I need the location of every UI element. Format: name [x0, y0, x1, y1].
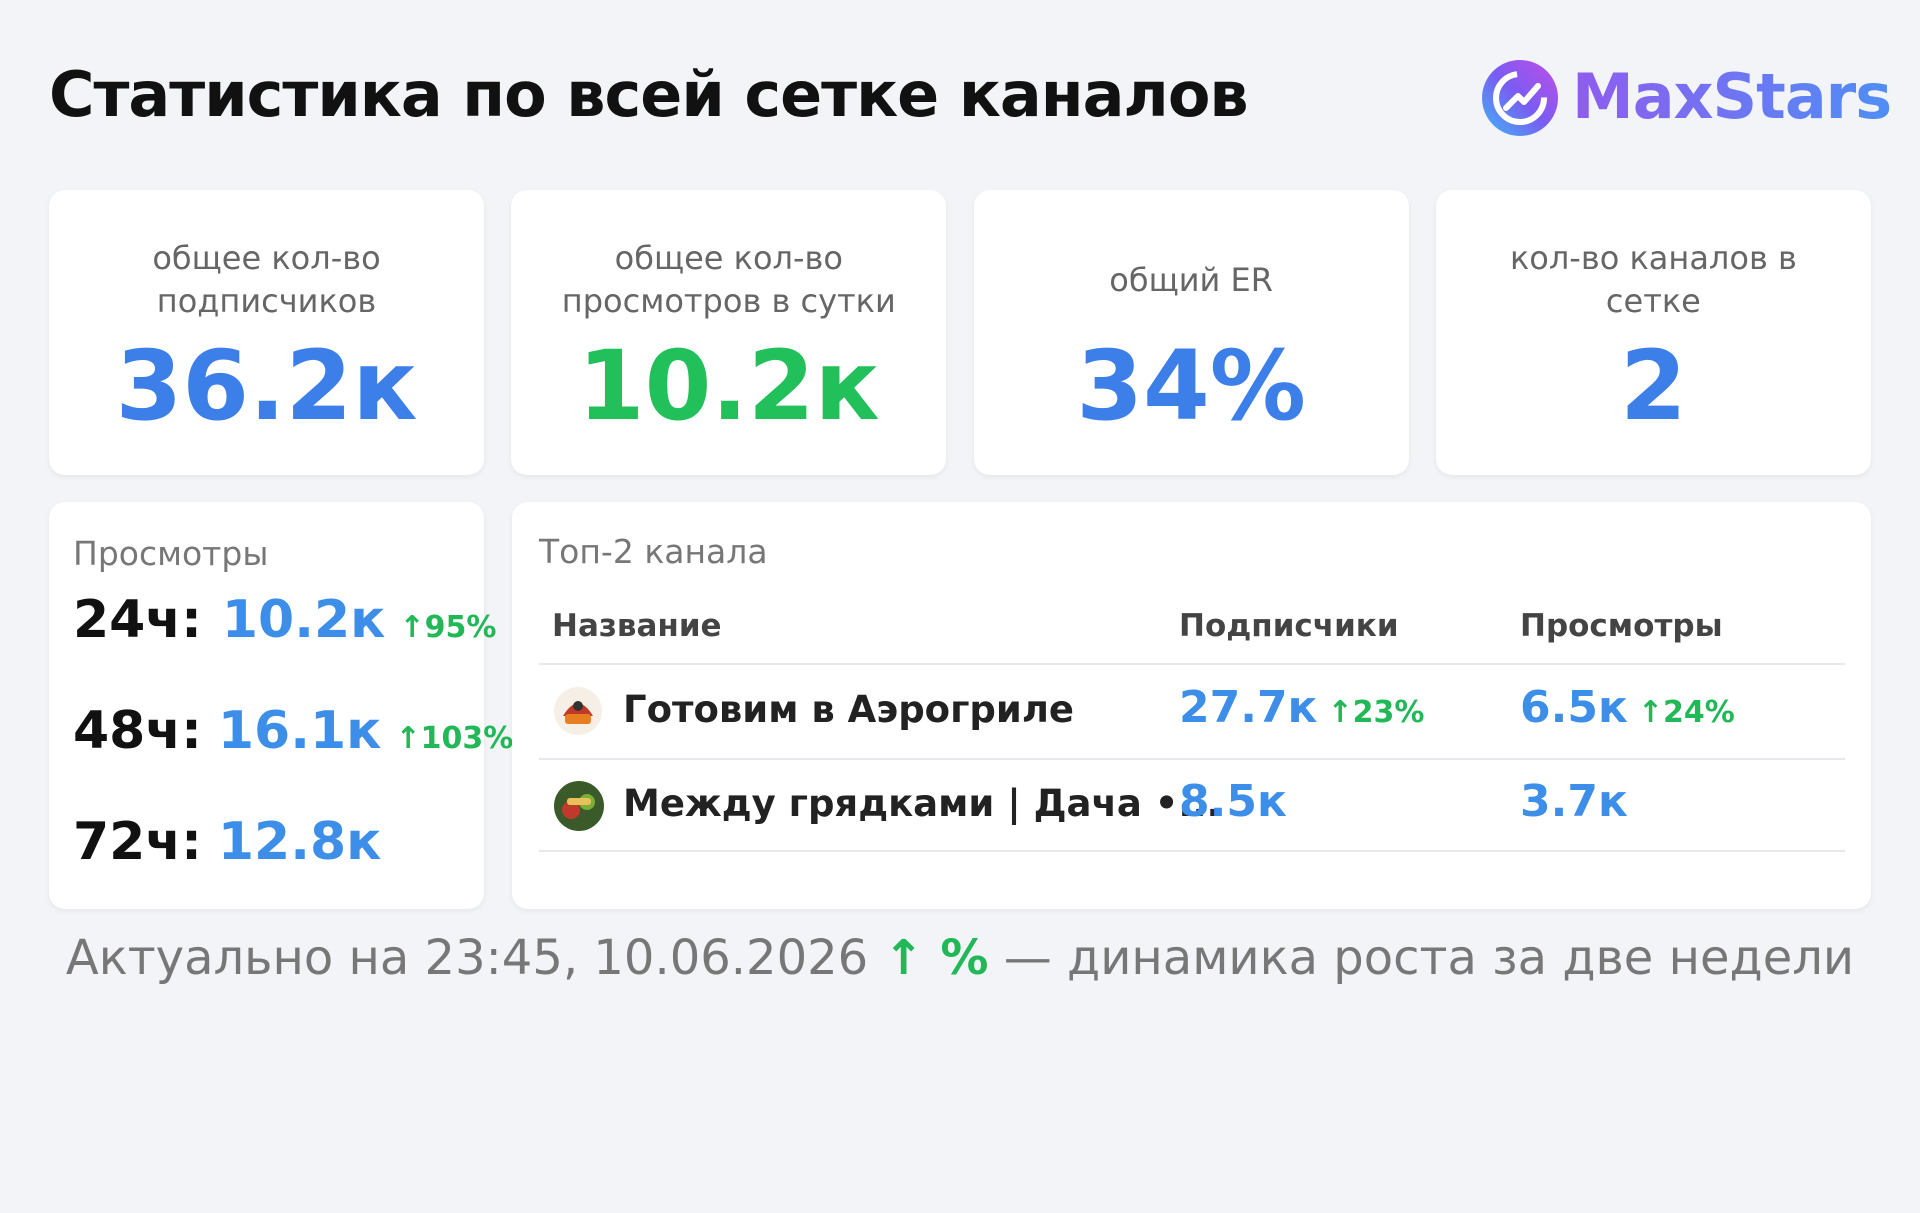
channel-name: Между грядками | Дача •... — [623, 782, 1221, 825]
views-value: 16.1к — [217, 701, 382, 761]
stat-value: 36.2к — [115, 330, 418, 442]
footer-note: — динамика роста за две недели — [1003, 930, 1855, 986]
channel-subscribers: 8.5к — [1179, 776, 1287, 827]
views-row: 24ч: 10.2к ↑95% — [73, 590, 496, 650]
views-change: ↑95% — [399, 610, 497, 645]
divider — [539, 758, 1845, 760]
stat-label: общее кол-во просмотров в сутки — [561, 239, 896, 320]
column-header: Подписчики — [1179, 608, 1399, 644]
stat-card: общее кол-во просмотров в сутки 10.2к — [511, 190, 947, 475]
channel-avatar — [554, 687, 602, 735]
top-card: Топ-2 канала Название Подписчики Просмот… — [512, 502, 1871, 909]
channel-name: Готовим в Аэрогриле — [623, 688, 1075, 731]
views-row: 72ч: 12.8к — [73, 812, 381, 872]
top-title: Топ-2 канала — [539, 532, 768, 571]
views-period: 48ч: — [73, 701, 202, 761]
subscribers-change: ↑23% — [1327, 695, 1425, 730]
brand-name: MaxStars — [1572, 60, 1892, 133]
stat-card: кол-во каналов в сетке 2 — [1435, 190, 1871, 475]
stat-card: общее кол-во подписчиков 36.2к — [49, 190, 484, 475]
views-period: 72ч: — [73, 812, 202, 872]
stat-value: 34% — [1076, 330, 1306, 442]
stat-label: общее кол-во подписчиков — [152, 239, 381, 320]
views-change: ↑24% — [1637, 695, 1735, 730]
footer-highlight: ↑ % — [883, 930, 989, 986]
channel-subscribers: 27.7к ↑23% — [1179, 682, 1424, 733]
views-row: 48ч: 16.1к ↑103% — [73, 701, 513, 761]
views-value: 10.2к — [221, 590, 386, 650]
stat-card: общий ER 34% — [973, 190, 1409, 475]
views-period: 24ч: — [73, 590, 202, 650]
views-title: Просмотры — [73, 534, 269, 573]
column-header: Название — [552, 608, 722, 644]
views-card: Просмотры 24ч: 10.2к ↑95% 48ч: 16.1к ↑103% 72ч… — [49, 502, 513, 909]
views-change: ↑103% — [395, 721, 514, 756]
channel-avatar — [554, 781, 604, 831]
subscribers-value: 8.5к — [1179, 776, 1287, 827]
stat-value: 2 — [1619, 330, 1687, 442]
divider — [539, 663, 1845, 665]
stat-value: 10.2к — [577, 330, 880, 442]
stat-label: общий ER — [1109, 260, 1273, 299]
views-value: 6.5к — [1520, 682, 1628, 733]
brand-logo — [1482, 60, 1558, 136]
divider — [539, 850, 1845, 852]
views-value: 3.7к — [1520, 776, 1628, 827]
channel-views: 3.7к — [1520, 776, 1628, 827]
subscribers-value: 27.7к — [1179, 682, 1318, 733]
channel-views: 6.5к ↑24% — [1520, 682, 1735, 733]
stat-label: кол-во каналов в сетке — [1509, 239, 1797, 320]
footer: Актуально на 23:45, 10.06.2026 ↑ % — дин… — [0, 930, 1920, 986]
footer-text: Актуально на 23:45, 10.06.2026 — [65, 930, 869, 986]
views-value: 12.8к — [217, 812, 382, 872]
column-header: Просмотры — [1520, 608, 1723, 644]
page-title: Статистика по всей сетке каналов — [49, 58, 1249, 131]
